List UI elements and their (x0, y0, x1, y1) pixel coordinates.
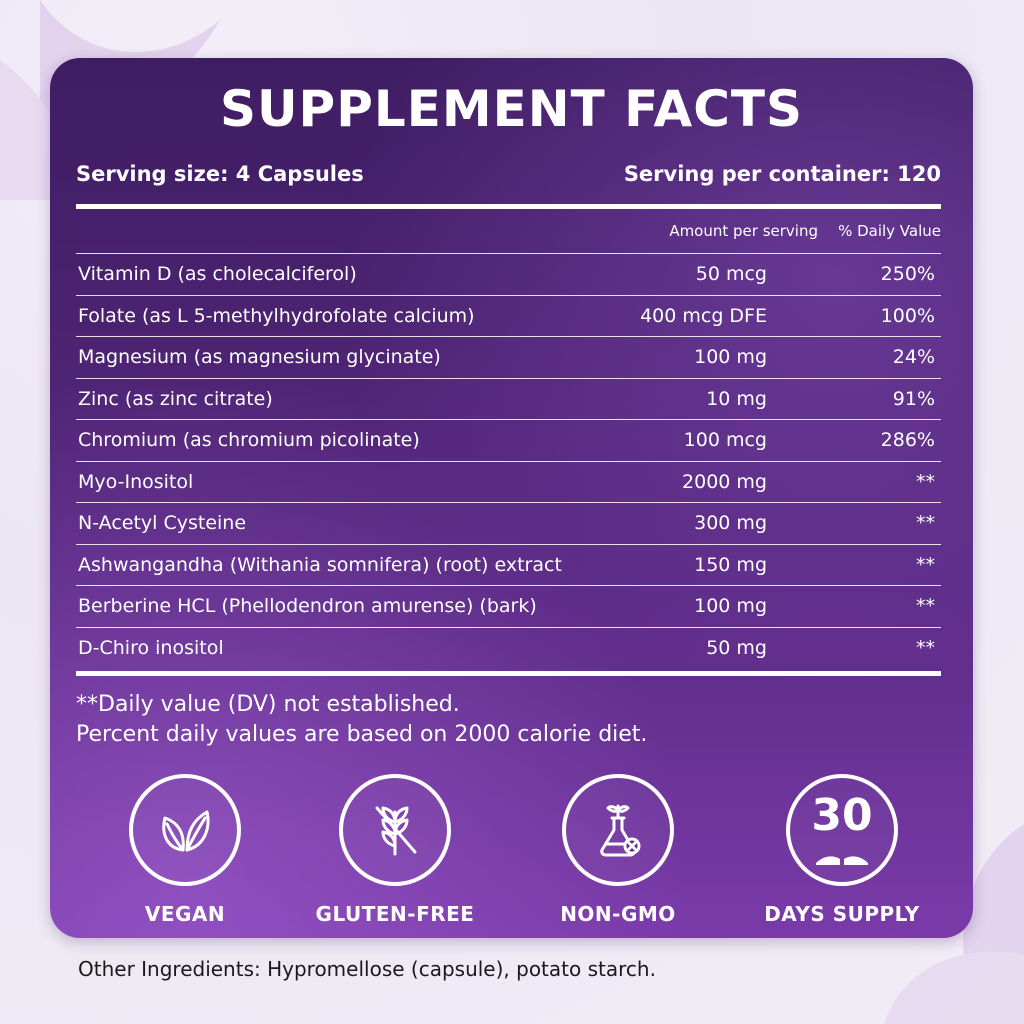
nutrient-amount: 400 mcg DFE (640, 304, 767, 327)
badge-label: DAYS SUPPLY (764, 902, 920, 926)
nutrient-amount: 100 mcg (683, 429, 767, 451)
nutrient-daily-value: ** (916, 553, 935, 576)
no-gluten-icon (375, 806, 417, 856)
nutrient-daily-value: ** (916, 512, 935, 534)
nutrient-daily-value: 24% (892, 346, 935, 368)
servings-per-container: Serving per container: 120 (623, 162, 941, 186)
nutrient-amount: 50 mg (706, 636, 767, 659)
badge-label: VEGAN (144, 902, 226, 926)
table-row: Chromium (as chromium picolinate) 100 mc… (76, 419, 941, 461)
footnote-calorie: Percent daily values are based on 2000 c… (76, 722, 648, 747)
page-title: SUPPLEMENT FACTS (219, 80, 804, 138)
supplement-facts-panel: SUPPLEMENT FACTS Serving size: 4 Capsule… (50, 58, 973, 938)
nutrient-amount: 2000 mg (682, 470, 767, 493)
nutrient-name: D-Chiro inositol (78, 636, 224, 659)
nutrient-name: Vitamin D (as cholecalciferol) (78, 263, 357, 285)
badge-days-supply: 30 DAYS SUPPLY (758, 774, 926, 926)
serving-info: Serving size: 4 Capsules Serving per con… (76, 162, 941, 186)
table-row: Magnesium (as magnesium glycinate) 100 m… (76, 336, 941, 378)
badge-gluten-free: GLUTEN-FREE (315, 774, 475, 926)
leaves-icon (162, 810, 210, 852)
nutrient-daily-value: ** (916, 470, 935, 493)
days-number: 30 (811, 790, 873, 841)
badge-circle (562, 774, 674, 886)
daily-value-header: % Daily Value (838, 222, 941, 240)
nutrient-name: Zinc (as zinc citrate) (78, 387, 273, 410)
nutrient-name: Ashwangandha (Withania somnifera) (root)… (78, 553, 562, 576)
badge-vegan: VEGAN (105, 774, 265, 926)
footnote-dv: **Daily value (DV) not established. (76, 692, 460, 717)
nutrient-daily-value: 286% (880, 429, 935, 451)
nutrient-daily-value: 91% (892, 387, 935, 410)
table-row: Folate (as L 5-methylhydrofolate calcium… (76, 294, 941, 337)
nutrient-name: Magnesium (as magnesium glycinate) (78, 346, 441, 368)
badge-circle: 30 (786, 774, 898, 886)
nutrient-name: Myo-Inositol (78, 470, 194, 493)
nutrient-amount: 100 mg (694, 346, 767, 368)
badge-label: GLUTEN-FREE (315, 902, 475, 926)
nutrient-daily-value: 100% (880, 304, 935, 327)
flask-sprout-icon (600, 804, 641, 857)
amount-header: Amount per serving (669, 222, 818, 240)
badge-label: NON-GMO (560, 902, 676, 926)
badge-circle (129, 774, 241, 886)
nutrient-amount: 100 mg (694, 595, 767, 617)
nutrient-name: Folate (as L 5-methylhydrofolate calcium… (78, 304, 475, 327)
nutrient-table: Vitamin D (as cholecalciferol) 50 mcg 25… (76, 253, 941, 668)
table-row: Berberine HCL (Phellodendron amurense) (… (76, 585, 941, 627)
divider-bottom (76, 671, 941, 676)
table-row: Zinc (as zinc citrate) 10 mg 91% (76, 377, 941, 420)
other-ingredients: Other Ingredients: Hypromellose (capsule… (78, 957, 656, 981)
footnotes: **Daily value (DV) not established. Perc… (76, 690, 941, 750)
table-row: D-Chiro inositol 50 mg ** (76, 626, 941, 669)
divider-top (76, 204, 941, 209)
nutrient-amount: 10 mg (706, 387, 767, 410)
nutrient-daily-value: ** (916, 595, 935, 617)
calendar-30-icon (816, 856, 868, 866)
flower-decoration-bottom-right (884, 824, 1024, 1024)
table-row: Ashwangandha (Withania somnifera) (root)… (76, 543, 941, 586)
badge-non-gmo: NON-GMO (538, 774, 698, 926)
nutrient-name: N-Acetyl Cysteine (78, 512, 247, 534)
nutrient-amount: 300 mg (694, 512, 767, 534)
badge-row: VEGAN GLUTEN-FREE (50, 774, 973, 926)
nutrient-daily-value: 250% (880, 263, 935, 285)
nutrient-name: Berberine HCL (Phellodendron amurense) (… (78, 595, 537, 617)
nutrient-amount: 50 mcg (695, 263, 767, 285)
table-row: N-Acetyl Cysteine 300 mg ** (76, 502, 941, 544)
serving-size: Serving size: 4 Capsules (76, 162, 364, 186)
table-row: Vitamin D (as cholecalciferol) 50 mcg 25… (76, 253, 941, 295)
badge-circle (339, 774, 451, 886)
table-row: Myo-Inositol 2000 mg ** (76, 460, 941, 503)
nutrient-name: Chromium (as chromium picolinate) (78, 429, 420, 451)
nutrient-daily-value: ** (916, 636, 935, 659)
nutrient-amount: 150 mg (694, 553, 767, 576)
